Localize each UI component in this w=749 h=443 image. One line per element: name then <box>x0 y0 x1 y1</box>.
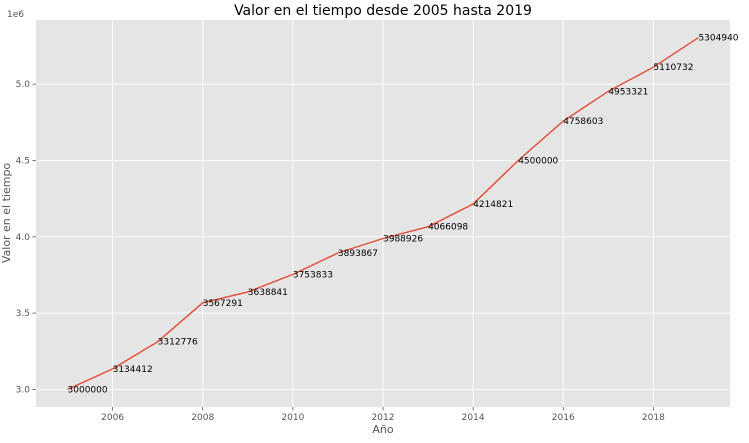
x-axis-label: Año <box>372 423 393 436</box>
x-tick-label: 2006 <box>101 413 124 423</box>
data-label: 3000000 <box>68 385 108 395</box>
chart-title: Valor en el tiempo desde 2005 hasta 2019 <box>234 3 532 19</box>
data-label: 3134412 <box>113 365 153 375</box>
x-tick-label: 2010 <box>281 413 304 423</box>
x-tick-label: 2014 <box>462 413 485 423</box>
data-label: 4758603 <box>563 117 603 127</box>
data-label: 4214821 <box>473 200 513 210</box>
x-tick-label: 2016 <box>552 413 575 423</box>
data-label: 3753833 <box>293 270 333 280</box>
y-tick-label: 4.0 <box>16 233 31 243</box>
x-tick-label: 2012 <box>372 413 395 423</box>
axis-ticks: 2006 2008 2010 2012 2014 2016 2018 3.0 3.5 4.0 4.5… <box>16 80 665 423</box>
data-label: 3567291 <box>203 299 243 309</box>
grid-lines <box>36 20 730 407</box>
y-tick-label: 3.5 <box>16 309 30 319</box>
x-tick-label: 2018 <box>642 413 665 423</box>
y-tick-label: 3.0 <box>16 385 31 395</box>
data-label: 5304940 <box>698 34 738 44</box>
series-line <box>67 37 699 391</box>
data-label: 3638841 <box>248 288 288 298</box>
y-tick-label: 5.0 <box>16 80 31 90</box>
data-label: 3893867 <box>338 249 378 259</box>
data-label: 3312776 <box>158 338 198 348</box>
y-axis-offset-label: 1e6 <box>7 10 24 20</box>
data-label: 4066098 <box>428 223 468 233</box>
data-labels: 3000000 3134412 3312776 3567291 3638841 37538… <box>68 34 739 396</box>
data-label: 3988926 <box>383 234 423 244</box>
y-axis-label: Valor en el tiempo <box>0 163 13 264</box>
data-label: 4953321 <box>608 87 648 97</box>
x-tick-label: 2008 <box>191 413 214 423</box>
y-tick-label: 4.5 <box>16 156 30 166</box>
data-label: 5110732 <box>653 63 693 73</box>
data-label: 4500000 <box>518 156 558 166</box>
